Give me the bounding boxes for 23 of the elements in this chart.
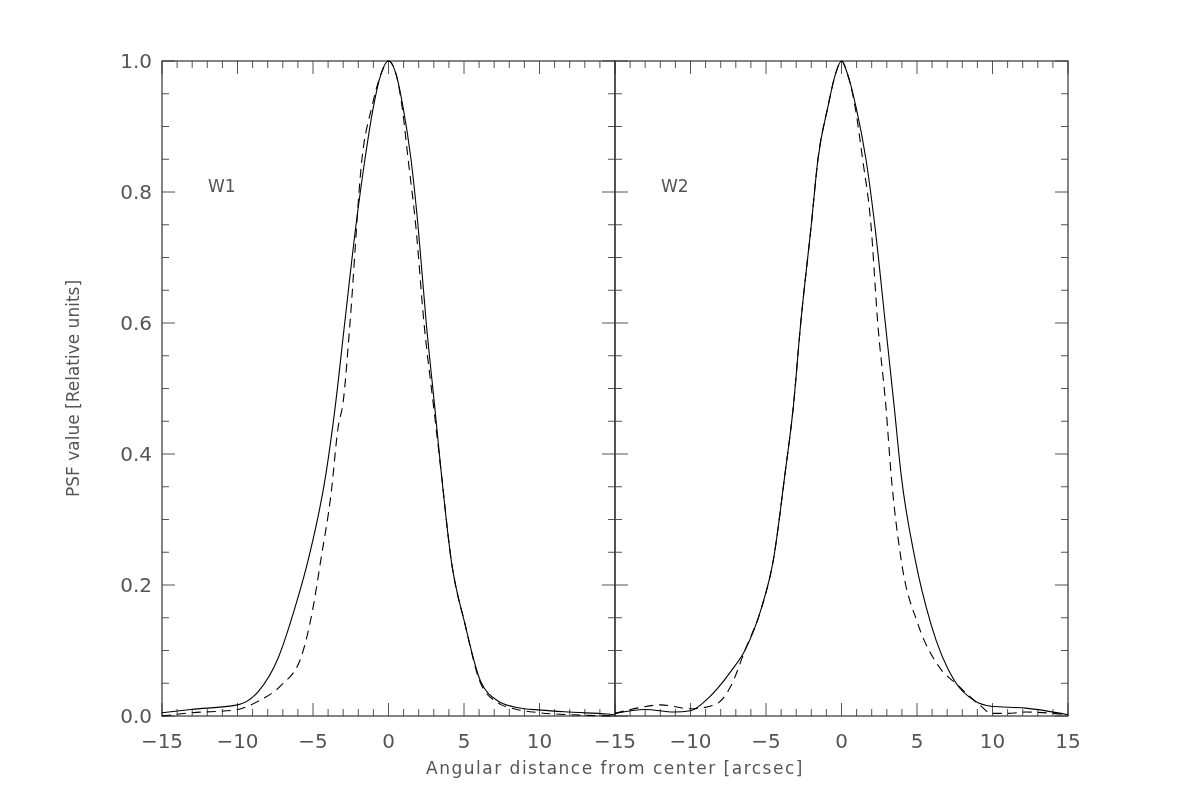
- y-tick-label: 0.2: [120, 573, 152, 597]
- y-tick-label: 0.6: [120, 311, 152, 335]
- text: 0.0: [120, 704, 152, 728]
- x-tick-label: −10: [669, 729, 712, 753]
- x-tick-label: 5: [910, 729, 924, 753]
- y-axis-title: PSF value [Relative units]: [63, 279, 83, 498]
- x-tick-label: 10: [526, 729, 553, 753]
- annotation: W1: [208, 176, 236, 196]
- x-tick-label: −15: [140, 729, 184, 753]
- y-tick-label: 0.4: [120, 442, 152, 466]
- annotation: W2: [661, 176, 689, 196]
- x-axis-title: Angular distance from center [arcsec]: [426, 758, 804, 778]
- x-tick-label: 5: [457, 729, 471, 753]
- x-tick-label: 10: [979, 729, 1006, 753]
- y-tick-label: 1.0: [120, 49, 152, 73]
- x-tick-label: −10: [216, 729, 259, 753]
- x-tick-label: 15: [1055, 729, 1081, 753]
- x-tick-label: −5: [298, 729, 328, 753]
- x-tick-label: 0: [382, 729, 395, 753]
- x-tick-label: −5: [751, 729, 781, 753]
- y-tick-label: 0.8: [120, 180, 152, 204]
- x-tick-label: −15: [593, 729, 637, 753]
- x-tick-label: 0: [835, 729, 848, 753]
